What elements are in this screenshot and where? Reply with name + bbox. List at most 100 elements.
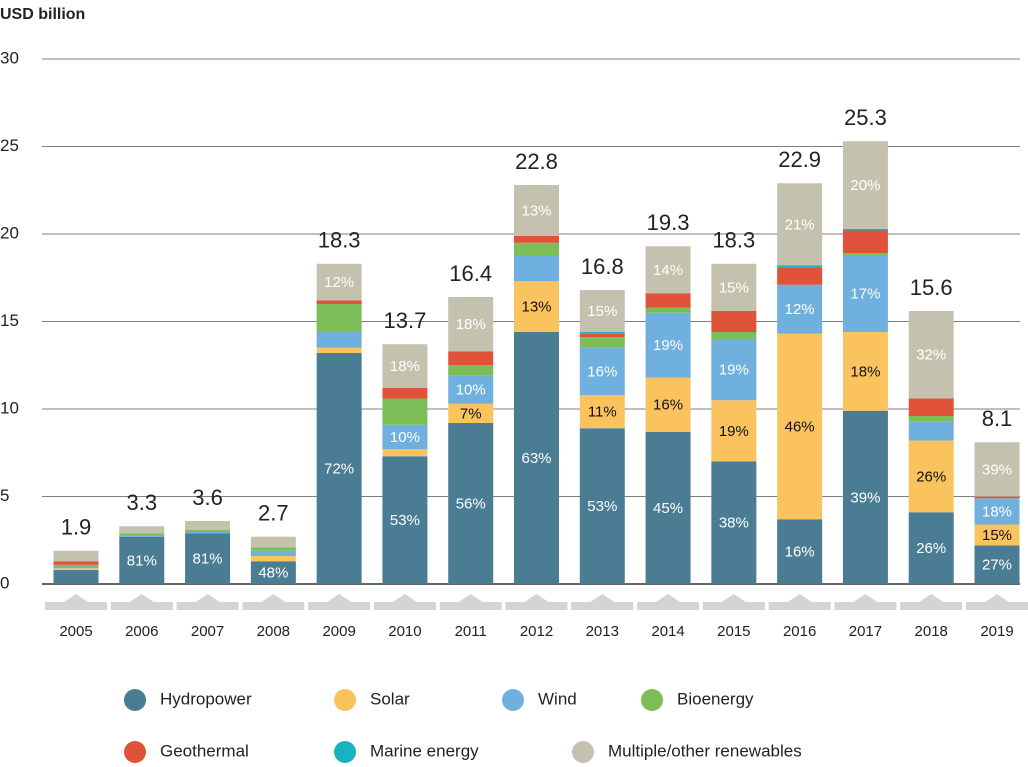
x-tick-label: 2014 [651, 623, 684, 640]
axis-tab-arrow [261, 594, 286, 602]
bar-segment [842, 141, 888, 229]
bar-segment [974, 524, 1020, 546]
bar-segment [908, 398, 954, 416]
bar-segment [316, 300, 362, 304]
share-label: 39% [982, 461, 1012, 478]
share-label: 7% [460, 405, 482, 422]
bar-segment [53, 564, 99, 567]
total-label: 22.8 [515, 149, 558, 174]
share-label: 19% [719, 362, 749, 379]
axis-tab [439, 602, 502, 610]
axis-tab [242, 602, 305, 610]
bar-segment [119, 533, 165, 535]
bar-segment [316, 353, 362, 584]
bar-segment [645, 431, 691, 584]
bar-segment [579, 395, 625, 429]
axis-tab [45, 602, 107, 610]
share-label: 15% [719, 279, 749, 296]
axis-tab [834, 602, 897, 610]
bar-segment [382, 449, 428, 457]
legend-swatch [334, 689, 356, 711]
share-label: 16% [653, 397, 683, 414]
bar-segment [250, 561, 296, 584]
bar-segment [185, 531, 231, 534]
bar-segment [645, 312, 691, 378]
bar-segment [908, 512, 954, 584]
bar-segment [316, 332, 362, 348]
bar-segment [53, 566, 99, 569]
share-label: 19% [719, 423, 749, 440]
share-label: 81% [193, 551, 223, 568]
axis-tab [505, 602, 568, 610]
axis-tab-arrow [392, 594, 417, 602]
share-label: 11% [588, 404, 617, 421]
bar-segment [250, 536, 296, 548]
axis-tab [966, 602, 1028, 610]
bar-segment [711, 339, 757, 401]
bar-segment [448, 365, 494, 376]
share-label: 45% [653, 500, 683, 517]
bar-segment [579, 333, 625, 338]
share-label: 10% [456, 382, 486, 399]
axis-tab [900, 602, 963, 610]
share-label: 18% [982, 503, 1012, 520]
bar-segment [777, 267, 823, 285]
share-label: 13% [521, 299, 551, 316]
x-tick-label: 2016 [783, 623, 816, 640]
bar-segment [908, 421, 954, 441]
bar-segment [316, 304, 362, 332]
x-tick-label: 2010 [388, 623, 421, 640]
bar-segment [777, 333, 823, 520]
total-label: 1.9 [61, 515, 92, 540]
axis-tab-arrow [656, 594, 681, 602]
bar-segment [53, 561, 99, 565]
total-label: 3.3 [126, 490, 157, 515]
share-label: 46% [785, 418, 815, 435]
bar-segment [974, 498, 1020, 525]
bar-segment [579, 347, 625, 395]
share-label: 53% [587, 498, 617, 515]
bar-segment [711, 311, 757, 332]
bar-segment [448, 351, 494, 366]
bar-segment [53, 568, 99, 570]
share-label: 39% [850, 489, 880, 506]
share-label: 12% [785, 301, 815, 318]
total-label: 2.7 [258, 501, 289, 526]
bar-segment [53, 550, 99, 562]
bar-segment [908, 440, 954, 513]
legend-swatch [572, 741, 594, 763]
bar-segment [645, 246, 691, 294]
total-label: 3.6 [192, 485, 223, 510]
bar-segment [250, 547, 296, 551]
legend-label: Hydropower [160, 689, 252, 708]
share-label: 16% [587, 363, 617, 380]
legend-label: Multiple/other renewables [608, 741, 802, 760]
axis-tab [637, 602, 700, 610]
axis-tab [176, 602, 239, 610]
bar-segment [711, 461, 757, 584]
y-tick-label: 10 [0, 398, 19, 417]
bar-segment [842, 410, 888, 584]
bar-segment [514, 281, 559, 332]
share-label: 18% [390, 358, 420, 375]
legend-swatch [502, 689, 524, 711]
bar-segment [711, 332, 757, 339]
bar-segment [382, 344, 428, 388]
bar-segment [579, 428, 625, 584]
y-tick-label: 20 [0, 223, 19, 242]
axis-tab [308, 602, 371, 610]
axis-tab-arrow [985, 594, 1009, 602]
total-label: 18.3 [712, 228, 755, 253]
bar-segment [842, 228, 888, 231]
bar-segment [645, 293, 691, 308]
x-tick-label: 2006 [125, 623, 158, 640]
bar-segment [777, 519, 823, 584]
share-label: 72% [324, 460, 354, 477]
x-tick-label: 2017 [849, 623, 882, 640]
axis-tab-arrow [919, 594, 944, 602]
y-tick-label: 15 [0, 311, 19, 330]
bar-segment [448, 403, 494, 423]
legend-label: Solar [370, 689, 410, 708]
share-label: 26% [916, 468, 946, 485]
share-label: 13% [521, 202, 551, 219]
